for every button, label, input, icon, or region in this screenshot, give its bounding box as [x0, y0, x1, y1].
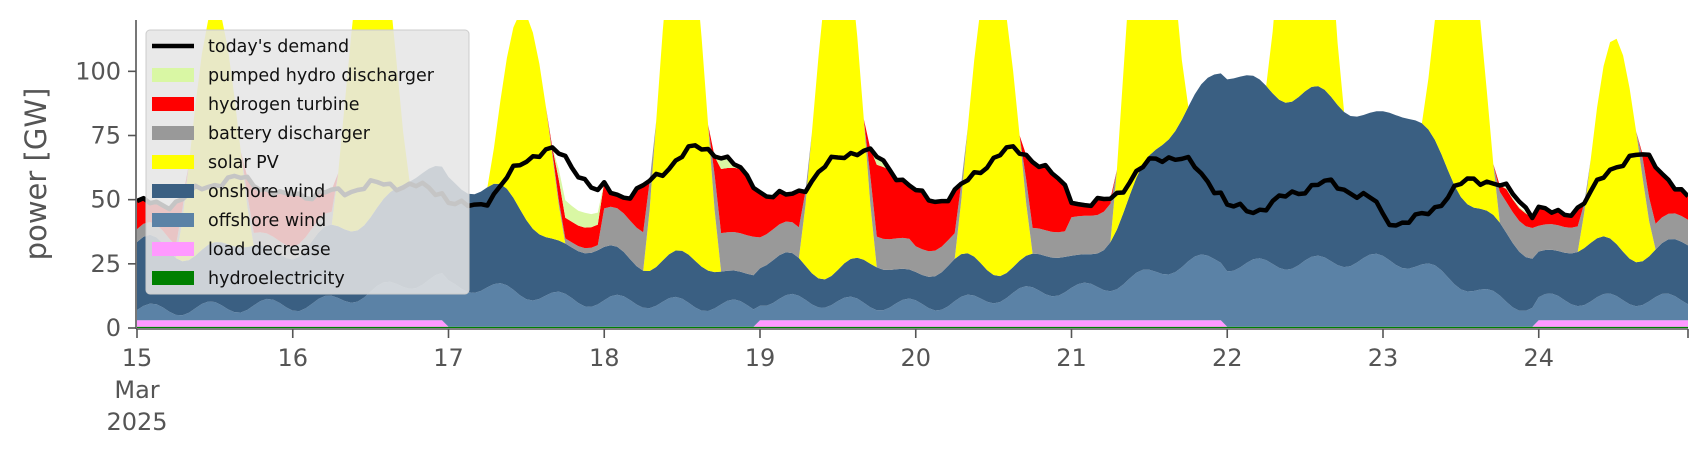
- legend-item-hydroelectricity: hydroelectricity: [152, 269, 345, 289]
- y-tick-label: 0: [106, 314, 121, 342]
- x-tick-label: 16: [277, 344, 308, 372]
- legend-item-battery-discharger: battery discharger: [152, 124, 371, 144]
- legend-swatch-solar-pv: [152, 155, 194, 169]
- legend-swatch-offshore-wind: [152, 213, 194, 227]
- y-axis-title: power [GW]: [19, 88, 53, 261]
- y-tick-label: 75: [90, 122, 121, 150]
- area-load-decrease: [137, 320, 1688, 327]
- x-tick-label: 22: [1212, 344, 1243, 372]
- legend-label-load-decrease: load decrease: [208, 240, 331, 260]
- legend-label-pumped-hydro-discharger: pumped hydro discharger: [208, 66, 435, 86]
- x-tick-label: 19: [745, 344, 776, 372]
- legend-swatch-battery-discharger: [152, 126, 194, 140]
- legend-item-onshore-wind: onshore wind: [152, 182, 325, 202]
- legend-item-pumped-hydro-discharger: pumped hydro discharger: [152, 66, 435, 86]
- legend-swatch-onshore-wind: [152, 184, 194, 198]
- area-hydroelectricity: [137, 326, 1688, 328]
- axes: 0 25 50 75 100 15 Mar 2025 16 17 18 19 20 21 22 23 24 pow…: [19, 20, 1689, 436]
- legend-swatch-hydroelectricity: [152, 271, 194, 285]
- x-tick-label: 24: [1523, 344, 1554, 372]
- legend-label-onshore-wind: onshore wind: [208, 182, 325, 202]
- legend-item-today-s-demand: today's demand: [152, 37, 349, 57]
- y-tick-label: 50: [90, 186, 121, 214]
- legend-swatch-load-decrease: [152, 242, 194, 256]
- legend-label-hydroelectricity: hydroelectricity: [208, 269, 345, 289]
- legend-label-battery-discharger: battery discharger: [208, 124, 371, 144]
- legend-item-offshore-wind: offshore wind: [152, 211, 326, 231]
- x-tick-label: 23: [1368, 344, 1399, 372]
- legend-item-load-decrease: load decrease: [152, 240, 331, 260]
- area-onshore-wind: [137, 73, 1688, 316]
- legend-swatch-hydrogen-turbine: [152, 97, 194, 111]
- area-solar-pv: [137, 20, 1688, 280]
- y-tick-label: 25: [90, 250, 121, 278]
- x-tick-label: 18: [589, 344, 620, 372]
- legend-item-solar-pv: solar PV: [152, 153, 279, 173]
- x-tick-label: 15 Mar 2025: [106, 344, 167, 436]
- x-tick-label: 20: [900, 344, 931, 372]
- x-tick-label: 21: [1056, 344, 1087, 372]
- legend-label-offshore-wind: offshore wind: [208, 211, 326, 231]
- legend: today's demand pumped hydro discharger hyd…: [145, 29, 470, 295]
- legend-swatch-pumped-hydro-discharger: [152, 68, 194, 82]
- y-tick-label: 100: [75, 57, 121, 85]
- legend-label-solar-pv: solar PV: [208, 153, 279, 173]
- legend-label-hydrogen-turbine: hydrogen turbine: [208, 95, 360, 115]
- legend-box: [145, 29, 470, 295]
- x-tick-label: 17: [433, 344, 464, 372]
- legend-label-today-s-demand: today's demand: [208, 37, 349, 57]
- area-offshore-wind: [137, 253, 1688, 327]
- legend-item-hydrogen-turbine: hydrogen turbine: [152, 95, 360, 115]
